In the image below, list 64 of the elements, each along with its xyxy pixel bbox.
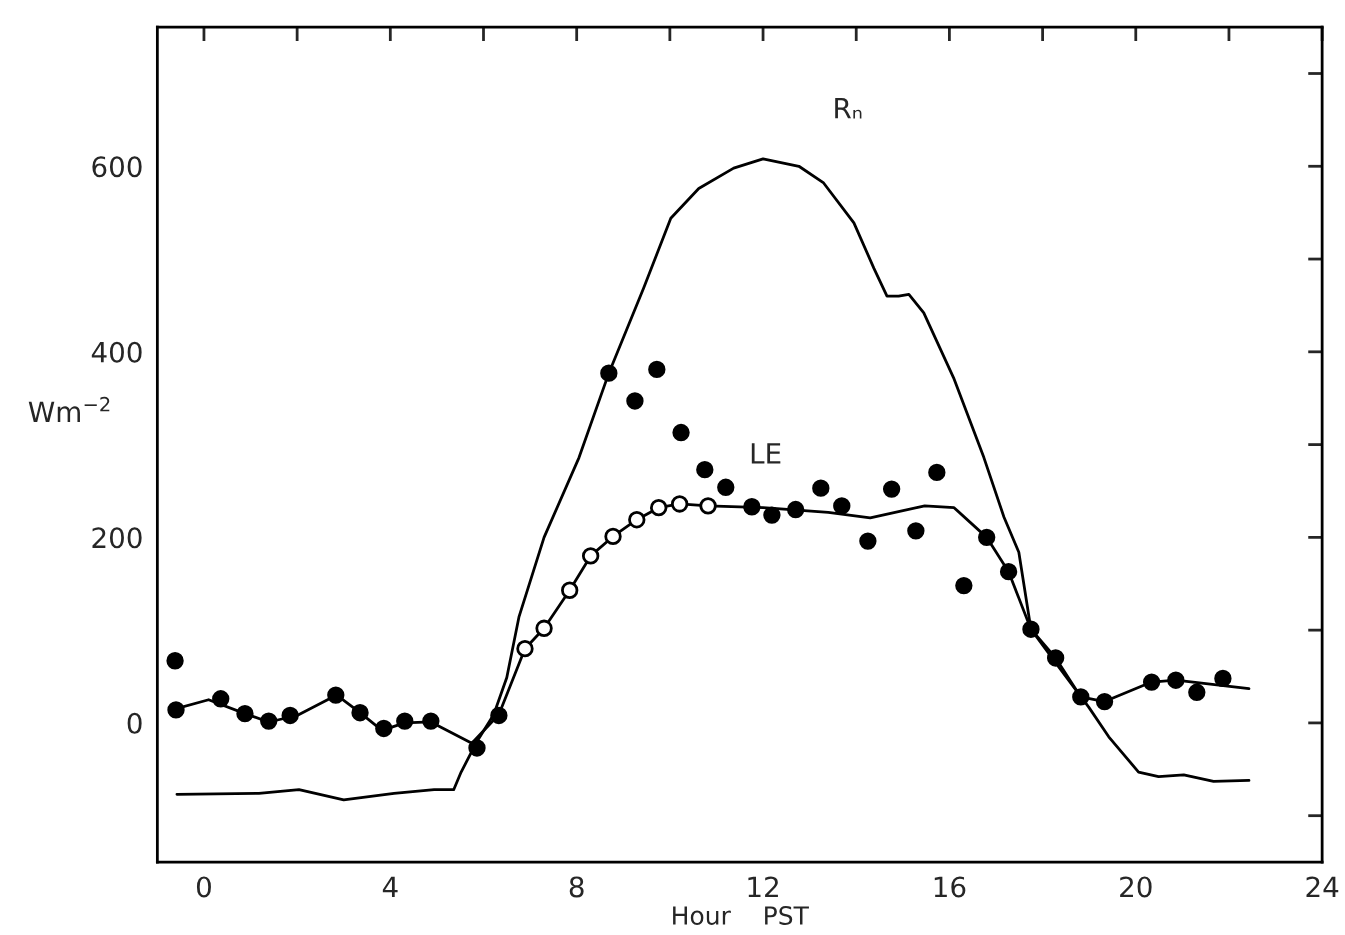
text: Rₙ (835, 98, 862, 119)
point (212, 690, 230, 708)
point (833, 497, 851, 515)
point (375, 719, 393, 738)
point (1188, 683, 1206, 701)
point (812, 479, 830, 497)
y-axis-title: Wm$^{−2}$ (28, 396, 110, 422)
point (928, 463, 946, 482)
point (786, 500, 805, 519)
point (859, 532, 877, 550)
point (628, 511, 646, 529)
point (650, 499, 668, 517)
point (1167, 671, 1185, 689)
point (468, 739, 486, 757)
point (281, 706, 299, 725)
x-tick-label: 20 (1120, 876, 1152, 898)
point (490, 706, 508, 725)
point (717, 478, 735, 496)
point (1214, 669, 1232, 688)
line-series (175, 157, 1251, 802)
point (1022, 620, 1040, 638)
point (516, 640, 534, 658)
y-tick-label: 400 (91, 341, 142, 363)
point (327, 686, 345, 704)
point (696, 460, 714, 479)
point (882, 480, 901, 498)
point (396, 712, 414, 730)
y-tick-label: 200 (92, 527, 142, 549)
point (1142, 673, 1161, 691)
point (699, 497, 717, 515)
point (422, 712, 440, 730)
point (1072, 688, 1090, 706)
point (236, 704, 254, 723)
point (978, 528, 996, 547)
x-tick-label: 8 (569, 876, 584, 898)
point (626, 392, 644, 410)
point (600, 364, 618, 382)
x-tick-label: 12 (748, 876, 778, 898)
point (260, 712, 278, 730)
x-tick-label: 16 (934, 876, 966, 898)
point (743, 498, 761, 516)
point (166, 652, 184, 670)
point (648, 360, 666, 379)
point (167, 701, 185, 719)
point (955, 576, 973, 595)
x-tick-label: 4 (382, 876, 398, 898)
x-tick-label: 0 (196, 876, 211, 898)
x-axis-title: Hour PST (673, 906, 809, 925)
y-tick-label: 0 (127, 712, 142, 734)
point (561, 581, 579, 599)
point (535, 619, 553, 637)
point (351, 704, 369, 722)
point (1046, 649, 1065, 667)
point (999, 563, 1018, 581)
point (672, 423, 690, 442)
point (907, 522, 925, 540)
series-label: LE (751, 443, 781, 464)
point (670, 495, 689, 513)
point (763, 506, 781, 524)
x-tick-label: 24 (1306, 876, 1339, 898)
y-tick-label: 600 (92, 156, 142, 178)
point (604, 527, 622, 546)
point (581, 547, 600, 565)
point (1095, 692, 1114, 711)
